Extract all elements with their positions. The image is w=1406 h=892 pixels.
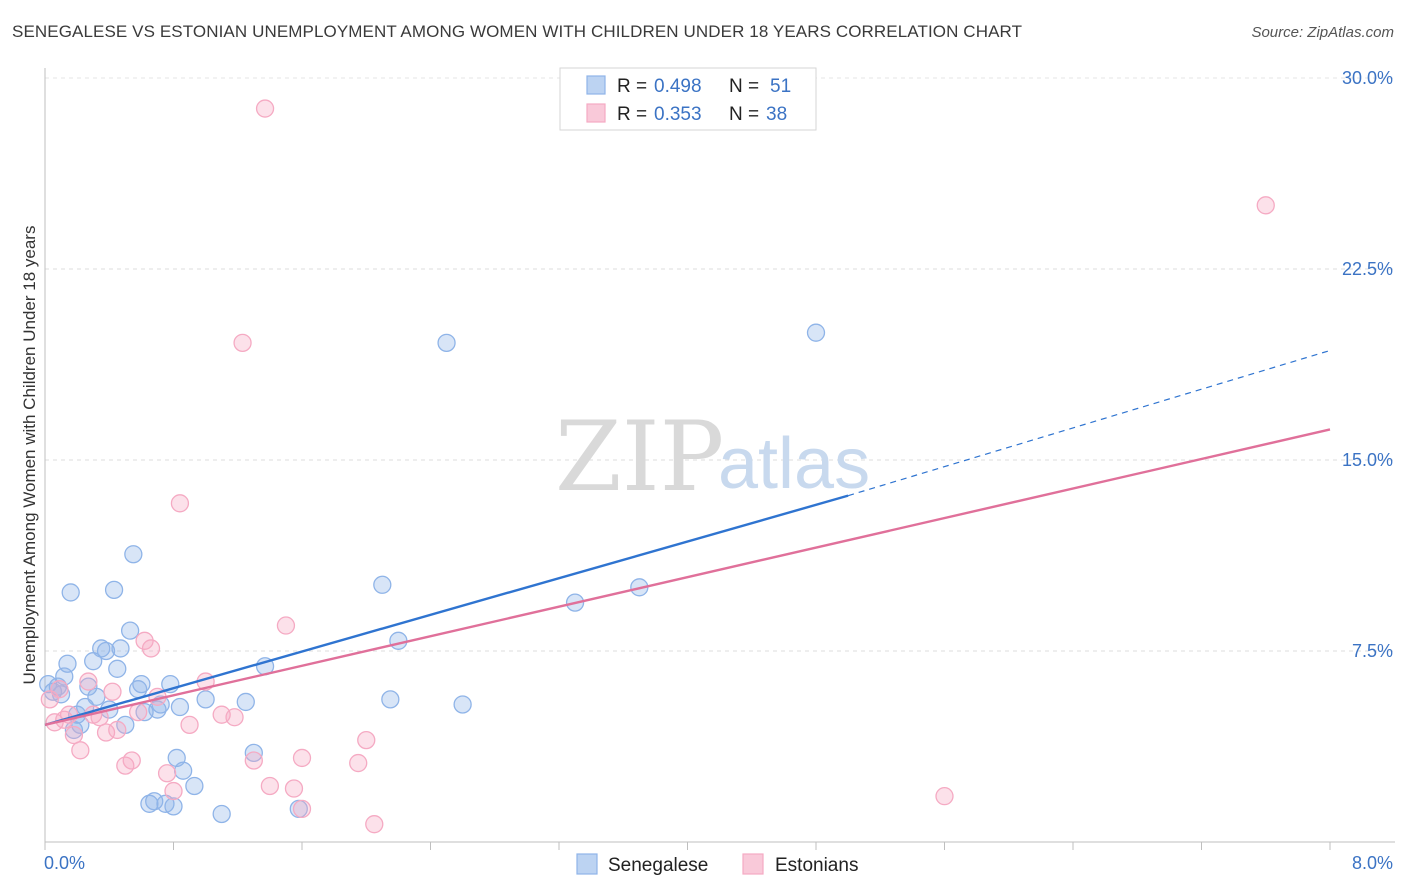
legend-r-value-2: 0.353 [654, 104, 702, 125]
chart-title: SENEGALESE VS ESTONIAN UNEMPLOYMENT AMON… [12, 22, 1023, 41]
data-point-estonians [122, 751, 141, 770]
data-point-estonians [1256, 196, 1275, 215]
data-point-senegalese [212, 804, 231, 824]
data-point-estonians [180, 715, 199, 735]
data-point-estonians [244, 751, 263, 770]
legend-r-value-1: 0.498 [654, 76, 702, 97]
data-point-senegalese [453, 695, 472, 714]
data-point-estonians [284, 779, 304, 798]
data-point-senegalese [124, 545, 143, 564]
y-tick-label: 15.0% [1342, 450, 1393, 470]
trend-line-extension-senegalese [847, 349, 1331, 497]
data-point-estonians [260, 776, 280, 796]
y-axis-label: Unemployment Among Women with Children U… [20, 226, 39, 685]
legend-n-value-2: 38 [766, 104, 787, 125]
bottom-legend: Senegalese Estonians [576, 853, 858, 876]
data-point-senegalese [148, 700, 167, 719]
data-point-senegalese [58, 654, 77, 673]
data-point-senegalese [111, 639, 130, 658]
legend-n-value-1: 51 [770, 76, 791, 97]
data-point-estonians [103, 682, 122, 701]
data-point-senegalese [185, 776, 204, 796]
data-point-estonians [255, 99, 275, 118]
trend-line-estonians [44, 428, 1331, 727]
data-point-estonians [225, 708, 244, 727]
bottom-legend-senegalese: Senegalese [608, 855, 708, 876]
data-point-senegalese [87, 687, 106, 706]
y-tick-label: 22.5% [1342, 259, 1393, 279]
data-point-senegalese [806, 323, 826, 342]
data-point-senegalese [170, 697, 190, 717]
data-point-senegalese [61, 583, 80, 602]
data-point-senegalese [145, 792, 164, 811]
watermark-zip: ZIP [555, 401, 724, 513]
watermark: ZIP atlas [555, 401, 870, 513]
data-point-estonians [276, 616, 296, 635]
data-point-senegalese [92, 639, 111, 658]
data-point-senegalese [244, 743, 263, 763]
data-point-senegalese [108, 659, 127, 678]
data-point-senegalese [236, 692, 255, 712]
data-point-estonians [164, 781, 183, 801]
data-point-estonians [292, 748, 312, 768]
data-point-senegalese [389, 631, 408, 650]
trend-lines [44, 349, 1331, 727]
data-point-estonians [170, 494, 190, 513]
data-point-estonians [357, 730, 376, 750]
y-tick-label: 7.5% [1352, 641, 1393, 661]
data-point-estonians [233, 333, 252, 353]
grid-lines [45, 77, 1395, 652]
watermark-atlas: atlas [718, 424, 870, 504]
data-point-senegalese [164, 797, 183, 816]
legend-swatch-senegalese [586, 75, 606, 95]
legend-r-label-1: R = [617, 76, 647, 97]
data-point-estonians [64, 725, 84, 745]
data-point-estonians [365, 815, 384, 834]
data-point-senegalese [104, 580, 124, 600]
data-point-estonians [96, 723, 116, 742]
data-point-senegalese [381, 690, 400, 709]
bottom-legend-estonians: Estonians [775, 855, 858, 876]
data-point-senegalese [373, 575, 392, 594]
data-point-estonians [71, 741, 90, 760]
bottom-legend-swatch-senegalese [576, 853, 598, 875]
data-point-senegalese [96, 641, 116, 661]
data-point-estonians [50, 680, 69, 699]
data-point-estonians [935, 787, 954, 806]
legend-n-label-2: N = [729, 104, 759, 125]
data-point-senegalese [173, 761, 193, 780]
data-point-senegalese [120, 621, 140, 640]
source-credit: Source: ZipAtlas.com [1251, 24, 1394, 41]
tick-labels: 7.5% 15.0% 22.5% 30.0% 0.0% 8.0% [44, 68, 1393, 873]
legend-r-label-2: R = [617, 104, 647, 125]
axes [44, 68, 1395, 850]
data-point-estonians [129, 702, 148, 722]
data-point-estonians [108, 720, 127, 740]
data-point-senegalese [196, 690, 215, 709]
data-point-estonians [349, 753, 368, 773]
data-point-senegalese [132, 674, 151, 694]
x-tick-label-max: 8.0% [1352, 853, 1393, 873]
trend-line-senegalese [44, 494, 849, 727]
bottom-legend-swatch-estonians [742, 853, 764, 875]
data-point-estonians [292, 799, 312, 819]
y-tick-label: 30.0% [1342, 68, 1393, 88]
data-point-senegalese [437, 333, 456, 353]
x-tick-label-min: 0.0% [44, 853, 85, 873]
legend-swatch-estonians [586, 103, 606, 123]
legend-n-label-1: N = [729, 76, 759, 97]
data-point-estonians [157, 764, 177, 783]
data-point-estonians [79, 672, 98, 691]
data-point-estonians [141, 639, 161, 658]
data-point-senegalese [140, 794, 159, 813]
legend-box: R = 0.498 N = 51 R = 0.353 N = 38 [559, 67, 817, 131]
